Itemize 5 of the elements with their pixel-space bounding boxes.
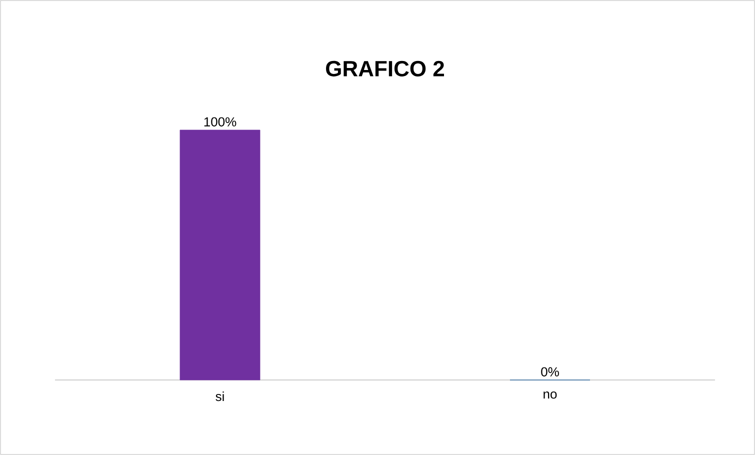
data-label: 0% (541, 367, 559, 376)
chart-title: GRAFICO 2 (326, 60, 444, 76)
x-tick-label: si (216, 392, 224, 402)
x-tick-label: no (544, 392, 557, 399)
data-label: 100% (204, 117, 236, 126)
